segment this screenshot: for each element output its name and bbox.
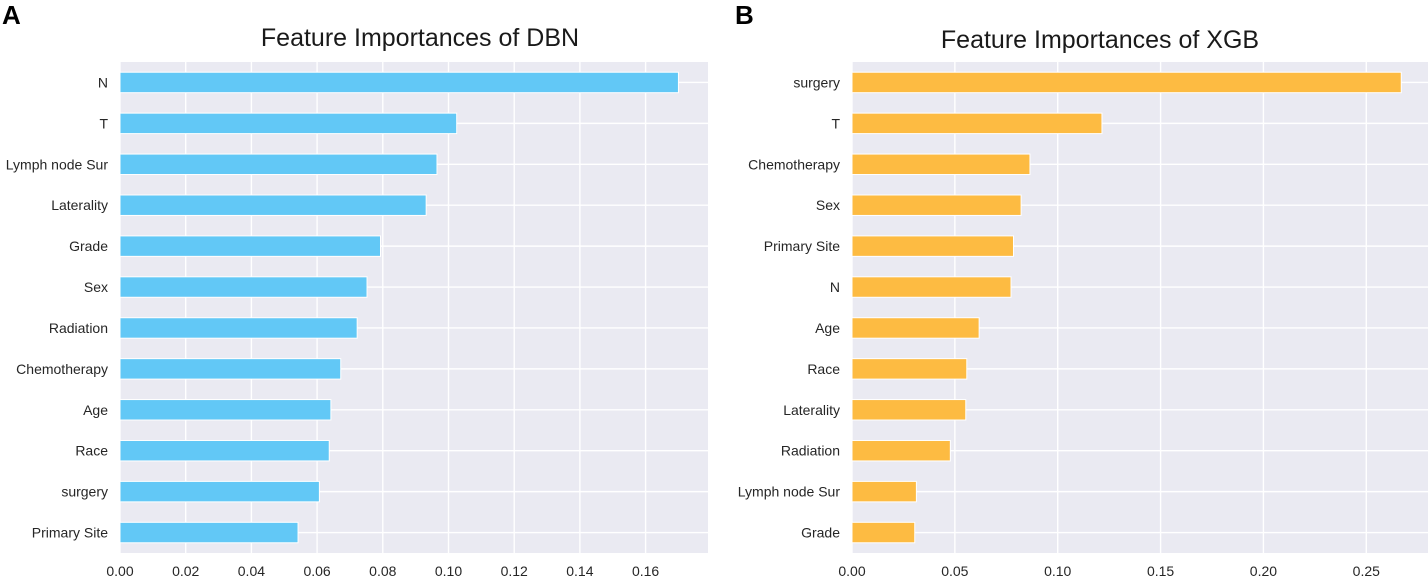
category-label-xgb-radiation: Radiation (781, 443, 840, 459)
bar-dbn-grade (119, 235, 381, 257)
bar-xgb-grade (851, 521, 916, 544)
bar-dbn-race (119, 439, 330, 462)
category-label-xgb-chemotherapy: Chemotherapy (748, 156, 840, 172)
x-tick-label-dbn-7: 0.14 (566, 563, 593, 576)
bar-xgb-radiation (851, 439, 951, 462)
bar-dbn-laterality (119, 194, 427, 216)
panel-label-b: B (735, 0, 754, 30)
plot-area-dbn (120, 62, 708, 553)
x-tick-label-xgb-1: 0.05 (941, 563, 968, 576)
bar-dbn-sex (119, 276, 368, 298)
category-label-xgb-age: Age (815, 320, 840, 336)
x-tick-label-dbn-4: 0.08 (369, 563, 396, 576)
chart-title-dbn: Feature Importances of DBN (261, 24, 579, 52)
category-label-xgb-sex: Sex (816, 197, 840, 213)
category-label-dbn-chemotherapy: Chemotherapy (16, 361, 108, 377)
x-tick-label-dbn-6: 0.12 (501, 563, 528, 576)
category-label-dbn-radiation: Radiation (49, 320, 108, 336)
category-label-dbn-grade: Grade (69, 238, 108, 254)
category-label-dbn-age: Age (83, 402, 108, 418)
bar-xgb-surgery (851, 71, 1402, 94)
bar-xgb-race (851, 358, 968, 380)
x-tick-label-dbn-5: 0.10 (435, 563, 462, 576)
bar-dbn-n (119, 71, 679, 94)
category-label-xgb-race: Race (807, 361, 840, 377)
category-labels-xgb: surgery T Chemotherapy Sex Primary Site N Age R… (738, 74, 841, 540)
bar-dbn-primary-site (119, 521, 299, 544)
bar-dbn-radiation (119, 317, 358, 339)
bar-dbn-t (119, 112, 458, 135)
bar-xgb-chemotherapy (851, 153, 1031, 176)
category-label-xgb-laterality: Laterality (783, 402, 840, 418)
x-tick-label-dbn-2: 0.04 (238, 563, 265, 576)
category-label-dbn-primary-site: Primary Site (32, 525, 108, 541)
panel-label-a: A (2, 0, 21, 30)
bar-dbn-age (119, 399, 332, 421)
bar-xgb-laterality (851, 399, 967, 421)
x-tick-label-dbn-1: 0.02 (172, 563, 199, 576)
category-label-dbn-sex: Sex (84, 279, 108, 295)
x-tick-label-xgb-4: 0.20 (1250, 563, 1277, 576)
category-label-xgb-grade: Grade (801, 525, 840, 541)
x-tick-label-dbn-8: 0.16 (632, 563, 659, 576)
category-label-dbn-laterality: Laterality (51, 197, 108, 213)
plot-area-xgb (852, 62, 1428, 553)
bars-dbn (119, 71, 679, 544)
category-labels-dbn: N T Lymph node Sur Laterality Grade Sex Radiat… (6, 74, 109, 540)
x-tick-label-xgb-2: 0.10 (1044, 563, 1071, 576)
category-label-xgb-t: T (831, 115, 840, 131)
category-label-xgb-surgery: surgery (793, 74, 840, 90)
x-tick-label-dbn-3: 0.06 (303, 563, 330, 576)
category-label-dbn-surgery: surgery (61, 484, 108, 500)
x-tick-label-xgb-3: 0.15 (1147, 563, 1174, 576)
bar-dbn-lymph-node-sur (119, 153, 438, 176)
bar-xgb-sex (851, 194, 1022, 216)
category-label-xgb-n: N (830, 279, 840, 295)
category-label-dbn-lymph-node-sur: Lymph node Sur (6, 156, 109, 172)
bar-dbn-surgery (119, 480, 320, 503)
x-tick-label-xgb-5: 0.25 (1353, 563, 1380, 576)
bar-xgb-age (851, 317, 980, 339)
category-label-xgb-lymph-node-sur: Lymph node Sur (738, 484, 841, 500)
x-tick-label-dbn-0: 0.00 (106, 563, 133, 576)
x-tick-label-xgb-0: 0.00 (838, 563, 865, 576)
x-tick-labels-dbn: 0.00 0.02 0.04 0.06 0.08 0.10 0.12 0.14 0.16 (106, 563, 659, 576)
x-tick-labels-xgb: 0.00 0.05 0.10 0.15 0.20 0.25 (838, 563, 1380, 576)
category-label-xgb-primary-site: Primary Site (764, 238, 840, 254)
panel-dbn: A Feature Importances of DBN N T Lymph nod… (2, 0, 708, 576)
category-label-dbn-race: Race (75, 443, 108, 459)
bar-xgb-t (851, 112, 1103, 135)
panel-xgb: B Feature Importances of XGB surgery T Che… (735, 0, 1428, 576)
bars-xgb (851, 71, 1402, 544)
category-label-dbn-t: T (99, 115, 108, 131)
chart-title-xgb: Feature Importances of XGB (941, 26, 1259, 54)
bar-dbn-chemotherapy (119, 358, 342, 380)
bar-xgb-n (851, 276, 1012, 298)
bar-xgb-primary-site (851, 235, 1014, 257)
bar-xgb-lymph-node-sur (851, 480, 917, 503)
category-label-dbn-n: N (98, 74, 108, 90)
